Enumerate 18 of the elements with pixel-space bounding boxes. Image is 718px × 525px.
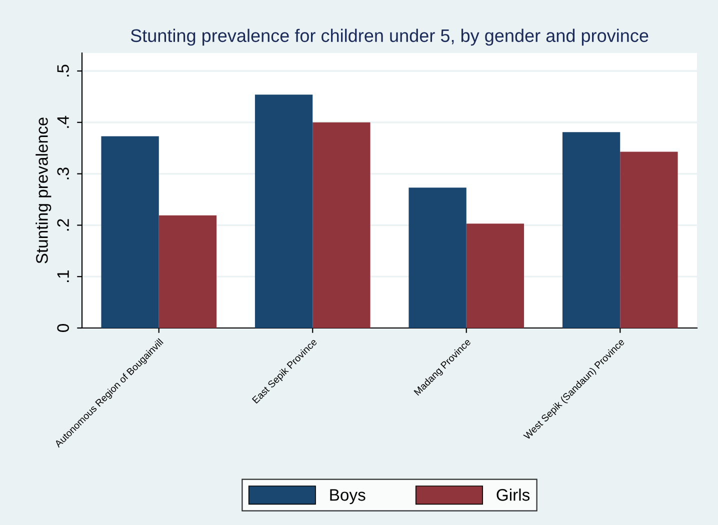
y-tick-label: .1 (57, 270, 69, 282)
bar (158, 215, 217, 328)
bar (312, 122, 370, 328)
bar (562, 132, 620, 328)
legend-label: Girls (496, 488, 530, 501)
legend-label: Boys (330, 489, 366, 504)
y-tick-label: .3 (57, 168, 69, 180)
y-tick-label: .5 (57, 64, 69, 76)
chart-title: Stunting prevalence for children under 5, by gender and province (130, 28, 648, 46)
y-tick-label: .4 (57, 116, 69, 128)
bar (620, 152, 678, 328)
bar (254, 94, 313, 328)
bar (101, 136, 159, 328)
y-tick-label: 0 (57, 324, 69, 332)
y-axis-title: Stunting prevalence (36, 118, 52, 264)
bar (408, 188, 466, 328)
y-tick-label: .2 (57, 219, 69, 231)
bar (466, 224, 524, 328)
